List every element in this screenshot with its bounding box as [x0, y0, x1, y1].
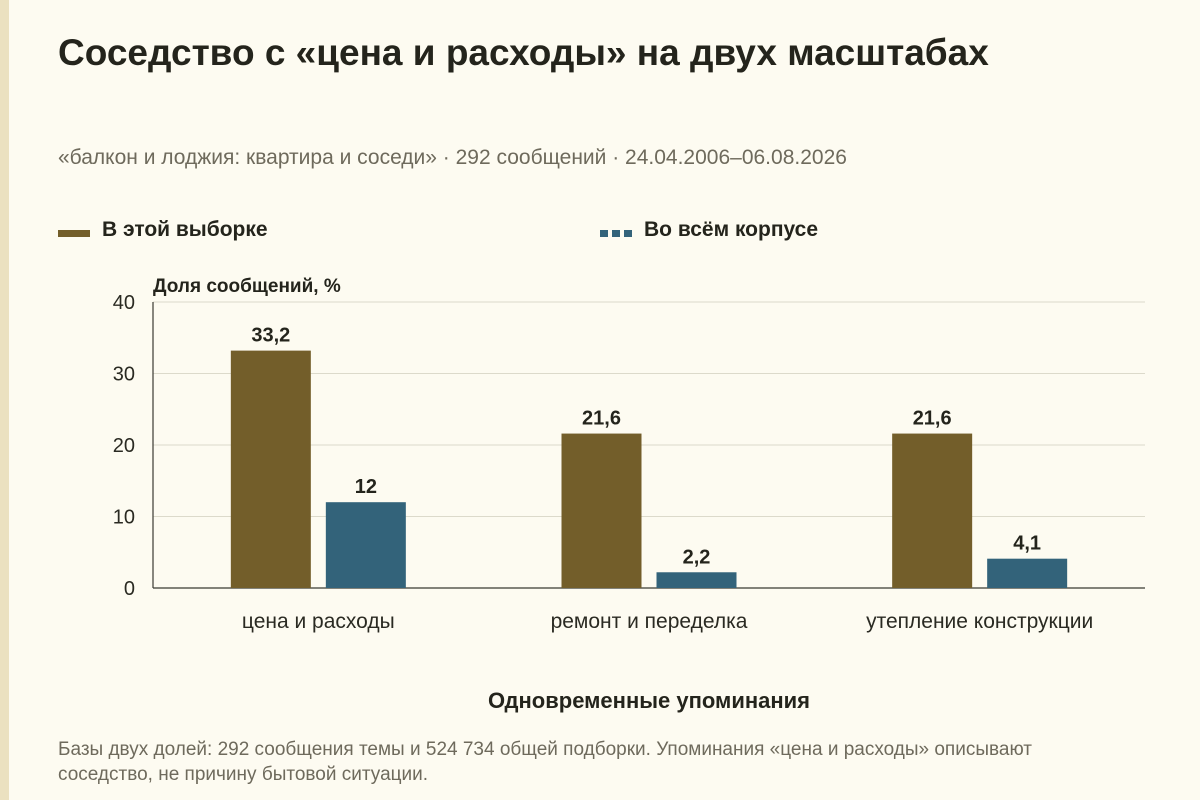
y-tick-label-40: 40: [113, 292, 135, 314]
legend-label-corpus: Во всём корпусе: [644, 218, 819, 241]
legend-item-sample: В этой выборке: [58, 218, 268, 242]
chart-subtitle: «балкон и лоджия: квартира и соседи» · 2…: [58, 146, 847, 169]
footnote: Базы двух долей: 292 сообщения темы и 52…: [58, 739, 1032, 785]
y-tick-label-0: 0: [124, 578, 135, 600]
x-tick-label-2: утепление конструкции: [866, 610, 1093, 633]
chart-title: Соседство с «цена и расходы» на двух мас…: [58, 32, 989, 73]
bar-value-label-0-1: 12: [355, 476, 377, 498]
y-tick-label-30: 30: [113, 364, 135, 386]
bar-1-1: [656, 572, 737, 588]
x-axis-label: Одновременные упоминания: [488, 688, 810, 713]
bar-1-0: [561, 433, 642, 588]
legend-swatch-sample: [58, 229, 90, 237]
x-tick-label-1: ремонт и переделка: [551, 610, 748, 633]
bar-value-label-2-1: 4,1: [1013, 533, 1041, 555]
bar-value-label-2-0: 21,6: [913, 408, 952, 430]
bar-2-0: [892, 433, 973, 588]
legend-item-corpus: Во всём корпусе: [600, 218, 818, 242]
bar-value-label-1-0: 21,6: [582, 408, 621, 430]
bar-value-label-0-0: 33,2: [251, 325, 290, 347]
y-tick-label-10: 10: [113, 507, 135, 529]
y-axis-label: Доля сообщений, %: [153, 276, 341, 297]
bar-0-0: [230, 350, 311, 588]
left-accent-stripe: [0, 0, 9, 800]
legend-label-sample: В этой выборке: [102, 218, 268, 241]
bar-0-1: [325, 502, 406, 588]
bar-value-label-1-1: 2,2: [683, 546, 711, 568]
x-tick-label-0: цена и расходы: [242, 610, 395, 633]
legend-swatch-corpus: [600, 229, 632, 237]
y-tick-label-20: 20: [113, 435, 135, 457]
bar-2-1: [987, 558, 1068, 588]
